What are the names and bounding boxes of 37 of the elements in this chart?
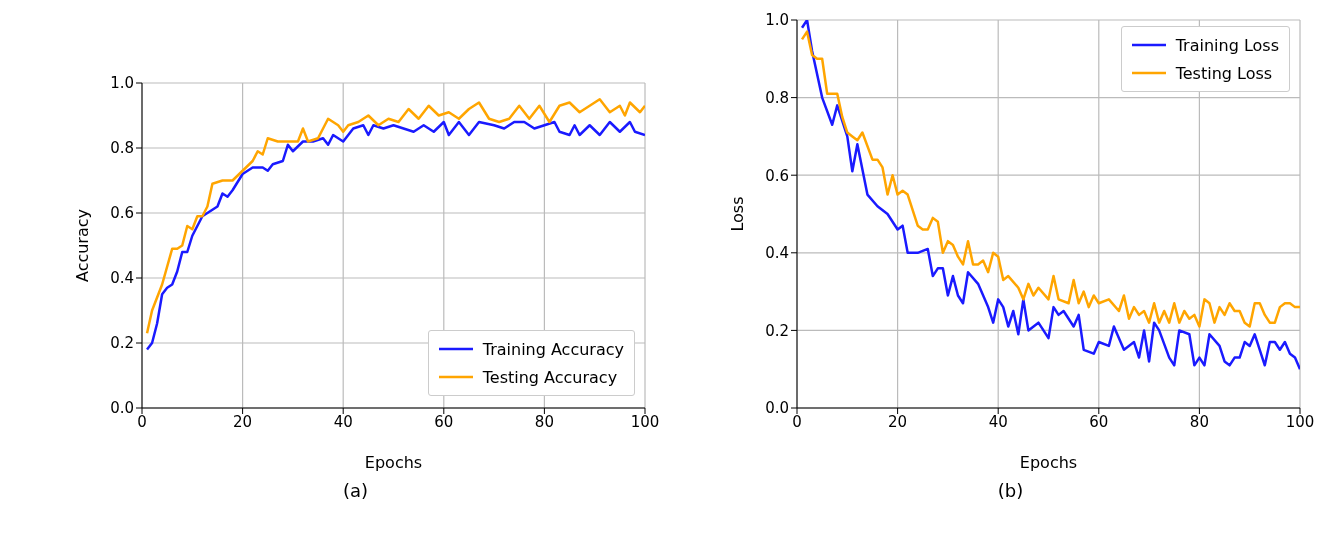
x-tick-label: 60 xyxy=(1089,412,1109,431)
y-tick-label: 0.2 xyxy=(110,334,134,353)
x-tick-label: 100 xyxy=(630,412,660,431)
x-tick-label: 80 xyxy=(534,412,554,431)
x-tick-label: 0 xyxy=(137,412,147,431)
y-tick-label: 0.8 xyxy=(765,88,789,107)
legend-label: Testing Accuracy xyxy=(482,367,618,387)
x-tick-label: 100 xyxy=(1285,412,1315,431)
y-tick-label: 0.8 xyxy=(110,139,134,158)
line-series xyxy=(800,20,1300,371)
legend-label: Testing Loss xyxy=(1175,63,1273,83)
y-tick-label: 0.2 xyxy=(765,321,789,340)
text: (a) xyxy=(341,480,370,501)
x-tick-label: 0 xyxy=(792,412,802,431)
x-tick-label: 40 xyxy=(988,412,1008,431)
x-axis-title: Epochs xyxy=(1019,453,1078,472)
text: (b) xyxy=(996,480,1025,501)
x-axis-title: Epochs xyxy=(364,453,423,472)
y-tick-label: 1.0 xyxy=(110,74,134,93)
y-tick-label: 1.0 xyxy=(765,11,789,30)
x-tick-label: 60 xyxy=(434,412,454,431)
y-tick-label: 0.6 xyxy=(765,166,789,185)
y-axis-title: Accuracy xyxy=(72,208,92,283)
y-tick-label: 0.4 xyxy=(110,269,134,288)
legend-label: Training Accuracy xyxy=(482,339,624,359)
x-tick-label: 20 xyxy=(233,412,253,431)
y-tick-label: 0.6 xyxy=(110,204,134,223)
y-tick-label: 0.0 xyxy=(110,399,134,418)
x-tick-label: 40 xyxy=(333,412,353,431)
legend-label: Training Loss xyxy=(1175,35,1279,55)
x-tick-label: 80 xyxy=(1189,412,1209,431)
y-tick-label: 0.0 xyxy=(765,399,789,418)
y-tick-label: 0.4 xyxy=(765,244,789,263)
x-tick-label: 20 xyxy=(888,412,908,431)
y-axis-title: Loss xyxy=(727,196,747,232)
line-series xyxy=(145,98,645,335)
line-series xyxy=(800,30,1300,328)
